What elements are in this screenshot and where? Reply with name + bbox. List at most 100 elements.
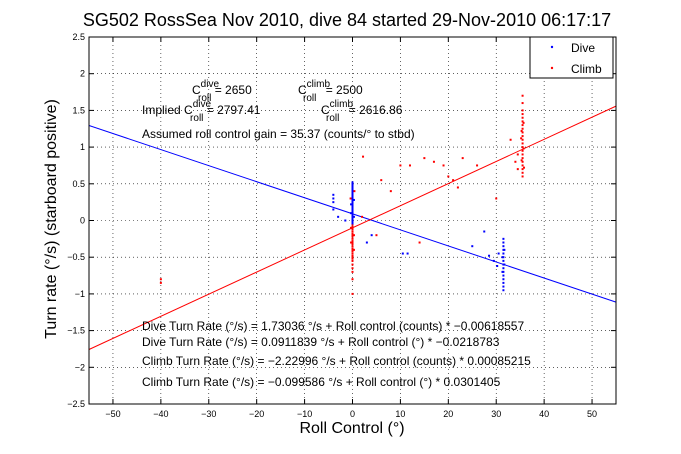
roll-center-annotation: Cdive roll = 2650 Cclimb roll = 2500 Impli… bbox=[142, 79, 403, 124]
dive-point bbox=[332, 201, 335, 204]
implied-dive-text: Implied Cdive roll = 2797.41 bbox=[142, 99, 261, 124]
climb-point bbox=[476, 164, 479, 167]
climb-point bbox=[362, 155, 365, 158]
climb-point bbox=[456, 186, 459, 189]
climb-point bbox=[521, 175, 524, 178]
climb-point bbox=[521, 146, 524, 149]
dive-point bbox=[502, 274, 505, 277]
data-points bbox=[159, 94, 526, 295]
climb-point bbox=[351, 232, 354, 235]
climb-point bbox=[521, 116, 524, 119]
dive-point bbox=[471, 245, 474, 248]
y-tick-label: 1 bbox=[80, 142, 85, 152]
climb-point bbox=[351, 234, 354, 237]
climb-point bbox=[442, 164, 445, 167]
dive-point bbox=[502, 259, 505, 262]
climb-point bbox=[520, 137, 523, 140]
legend: Dive Climb bbox=[529, 36, 614, 79]
climb-point bbox=[380, 179, 383, 182]
climb-point bbox=[522, 121, 525, 124]
climb-point bbox=[352, 248, 355, 251]
dive-point bbox=[370, 234, 373, 237]
climb-point bbox=[521, 171, 524, 174]
y-tick-label: −1 bbox=[75, 289, 85, 299]
x-tick-label: 50 bbox=[587, 409, 597, 419]
dive-point bbox=[351, 191, 354, 194]
climb-point bbox=[351, 228, 354, 231]
climb-point bbox=[509, 138, 512, 141]
climb-point bbox=[351, 259, 354, 262]
dive-point bbox=[501, 256, 504, 259]
climb-point bbox=[361, 215, 364, 218]
dive-point bbox=[350, 212, 353, 215]
climb-point bbox=[375, 234, 378, 237]
legend-box bbox=[529, 36, 614, 79]
x-tick-label: −30 bbox=[201, 409, 216, 419]
climb-point bbox=[351, 240, 354, 243]
climb-point bbox=[521, 164, 524, 167]
climb-point bbox=[408, 164, 411, 167]
climb-point bbox=[351, 250, 354, 253]
climb-point bbox=[351, 292, 354, 295]
legend-dive-marker bbox=[550, 45, 554, 49]
climb-point bbox=[351, 263, 354, 266]
climb-point bbox=[351, 257, 354, 260]
dive-point bbox=[351, 184, 354, 187]
dive-point bbox=[365, 241, 368, 244]
climb-point bbox=[521, 135, 524, 138]
climb-point bbox=[351, 267, 354, 270]
climb-point bbox=[399, 164, 402, 167]
dive-point bbox=[351, 194, 354, 197]
y-tick-label: 0.5 bbox=[72, 179, 85, 189]
dive-point bbox=[503, 263, 506, 266]
x-tick-label: 10 bbox=[395, 409, 405, 419]
climb-point bbox=[516, 168, 519, 171]
climb-point bbox=[351, 278, 354, 281]
climb-point bbox=[521, 113, 524, 116]
dive-point bbox=[351, 187, 354, 190]
dive-point bbox=[502, 289, 505, 292]
climb-point bbox=[521, 124, 524, 127]
climb-point bbox=[352, 234, 355, 237]
climb-point bbox=[521, 131, 524, 134]
dive-point bbox=[351, 210, 354, 213]
x-tick-label: 40 bbox=[539, 409, 549, 419]
dive-point bbox=[502, 252, 505, 255]
climb-point bbox=[351, 241, 354, 244]
climb-point bbox=[351, 256, 354, 259]
dive-point bbox=[351, 215, 354, 218]
dive-point bbox=[351, 181, 354, 184]
fit-equations: Dive Turn Rate (°/s) = 1.73036 °/s + Rol… bbox=[142, 319, 531, 389]
x-tick-label: 30 bbox=[491, 409, 501, 419]
dive-point bbox=[350, 203, 353, 206]
fit-note-3: Climb Turn Rate (°/s) = −2.22996 °/s + R… bbox=[142, 354, 531, 368]
fit-note-2: Dive Turn Rate (°/s) = 0.0911839 °/s + R… bbox=[142, 335, 500, 349]
y-tick-label: 2 bbox=[80, 69, 85, 79]
legend-climb-marker bbox=[550, 66, 554, 70]
climb-point bbox=[520, 129, 523, 132]
chart-title: SG502 RossSea Nov 2010, dive 84 started … bbox=[83, 10, 611, 30]
legend-dive-label: Dive bbox=[571, 41, 595, 55]
dive-point bbox=[351, 204, 354, 207]
climb-point bbox=[447, 175, 450, 178]
climb-point bbox=[514, 160, 517, 163]
climb-point bbox=[350, 226, 353, 229]
x-tick-label: 20 bbox=[443, 409, 453, 419]
climb-point bbox=[389, 190, 392, 193]
dive-point bbox=[502, 281, 505, 284]
dive-point bbox=[351, 196, 354, 199]
y-tick-label: −0.5 bbox=[67, 252, 85, 262]
dive-point bbox=[332, 208, 335, 211]
climb-point bbox=[523, 166, 526, 169]
dive-point bbox=[492, 259, 495, 262]
dive-point bbox=[351, 213, 354, 216]
climb-point bbox=[521, 120, 524, 123]
dive-point bbox=[502, 285, 505, 288]
climb-point bbox=[452, 179, 455, 182]
climb-point bbox=[432, 160, 435, 163]
dive-point bbox=[502, 237, 505, 240]
dive-point bbox=[332, 197, 335, 200]
dive-point bbox=[501, 270, 504, 273]
dive-point bbox=[351, 200, 354, 203]
x-axis-label: Roll Control (°) bbox=[299, 420, 404, 437]
